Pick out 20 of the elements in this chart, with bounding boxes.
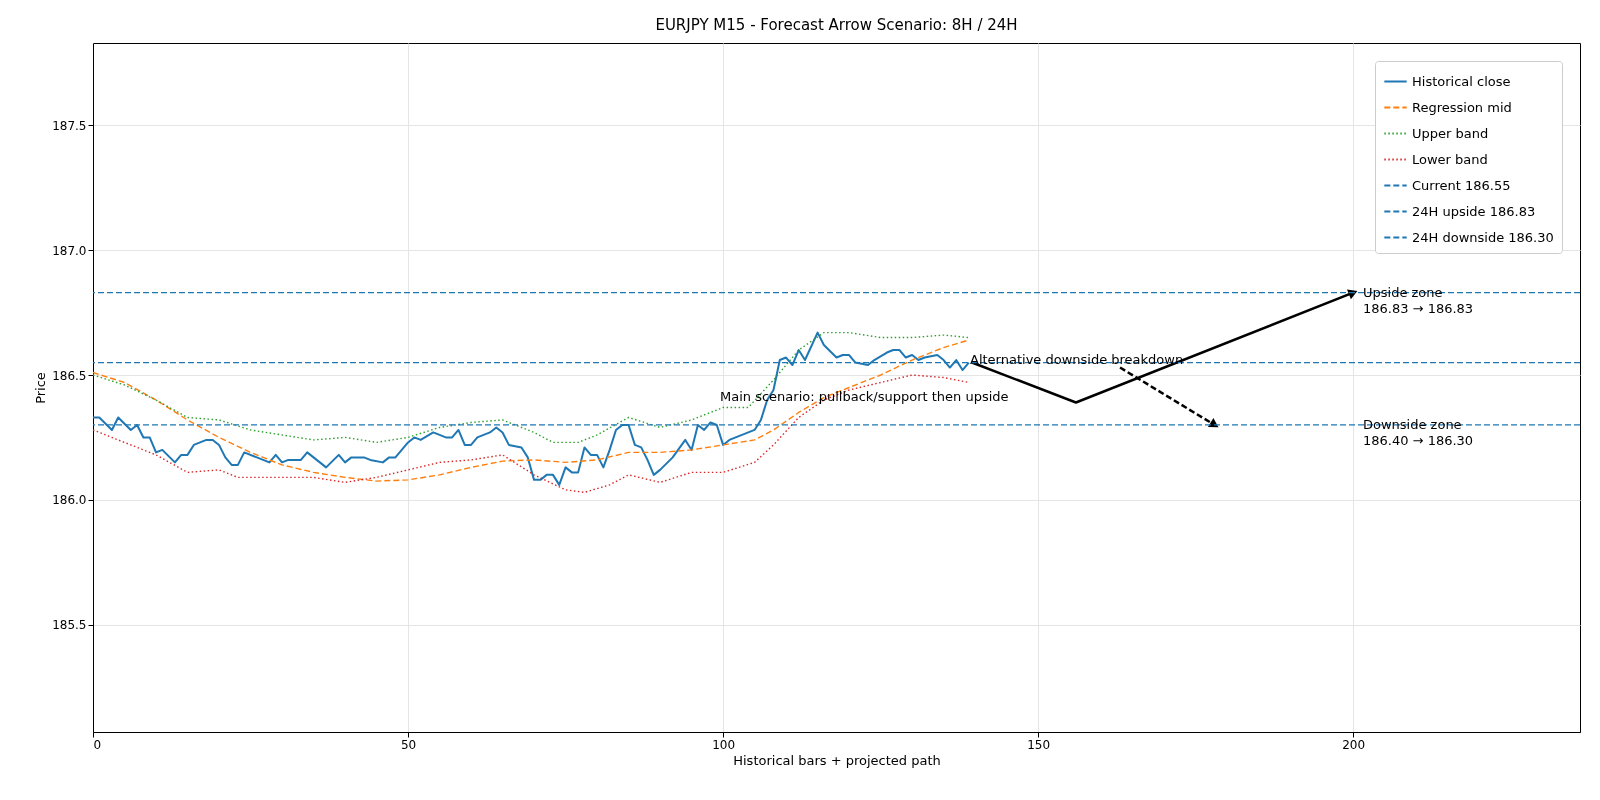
legend-label: 24H downside 186.30 [1412,229,1554,245]
y-tick-label: 187.5 [52,118,87,133]
legend-label: Regression mid [1412,99,1512,115]
y-tick-label: 187.0 [52,243,87,258]
x-tick-label: 0 [93,737,102,752]
x-axis-title: Historical bars + projected path [733,752,941,768]
y-tick-label: 185.5 [52,618,87,633]
x-tick-label: 150 [1027,737,1051,752]
y-tick-label: 186.0 [52,493,87,508]
legend-label: Historical close [1412,73,1511,89]
legend-label: Current 186.55 [1412,177,1511,193]
legend-label: Upper band [1412,125,1489,141]
y-axis-title: Price [33,372,49,404]
y-tick-label: 186.5 [52,368,87,383]
chart-title: EURJPY M15 - Forecast Arrow Scenario: 8H / 24H [655,16,1018,34]
x-tick-label: 50 [400,737,417,752]
legend-label: 24H upside 186.83 [1412,203,1536,219]
legend-label: Lower band [1412,151,1488,167]
x-tick-label: 200 [1342,737,1366,752]
x-tick-label: 100 [712,737,736,752]
